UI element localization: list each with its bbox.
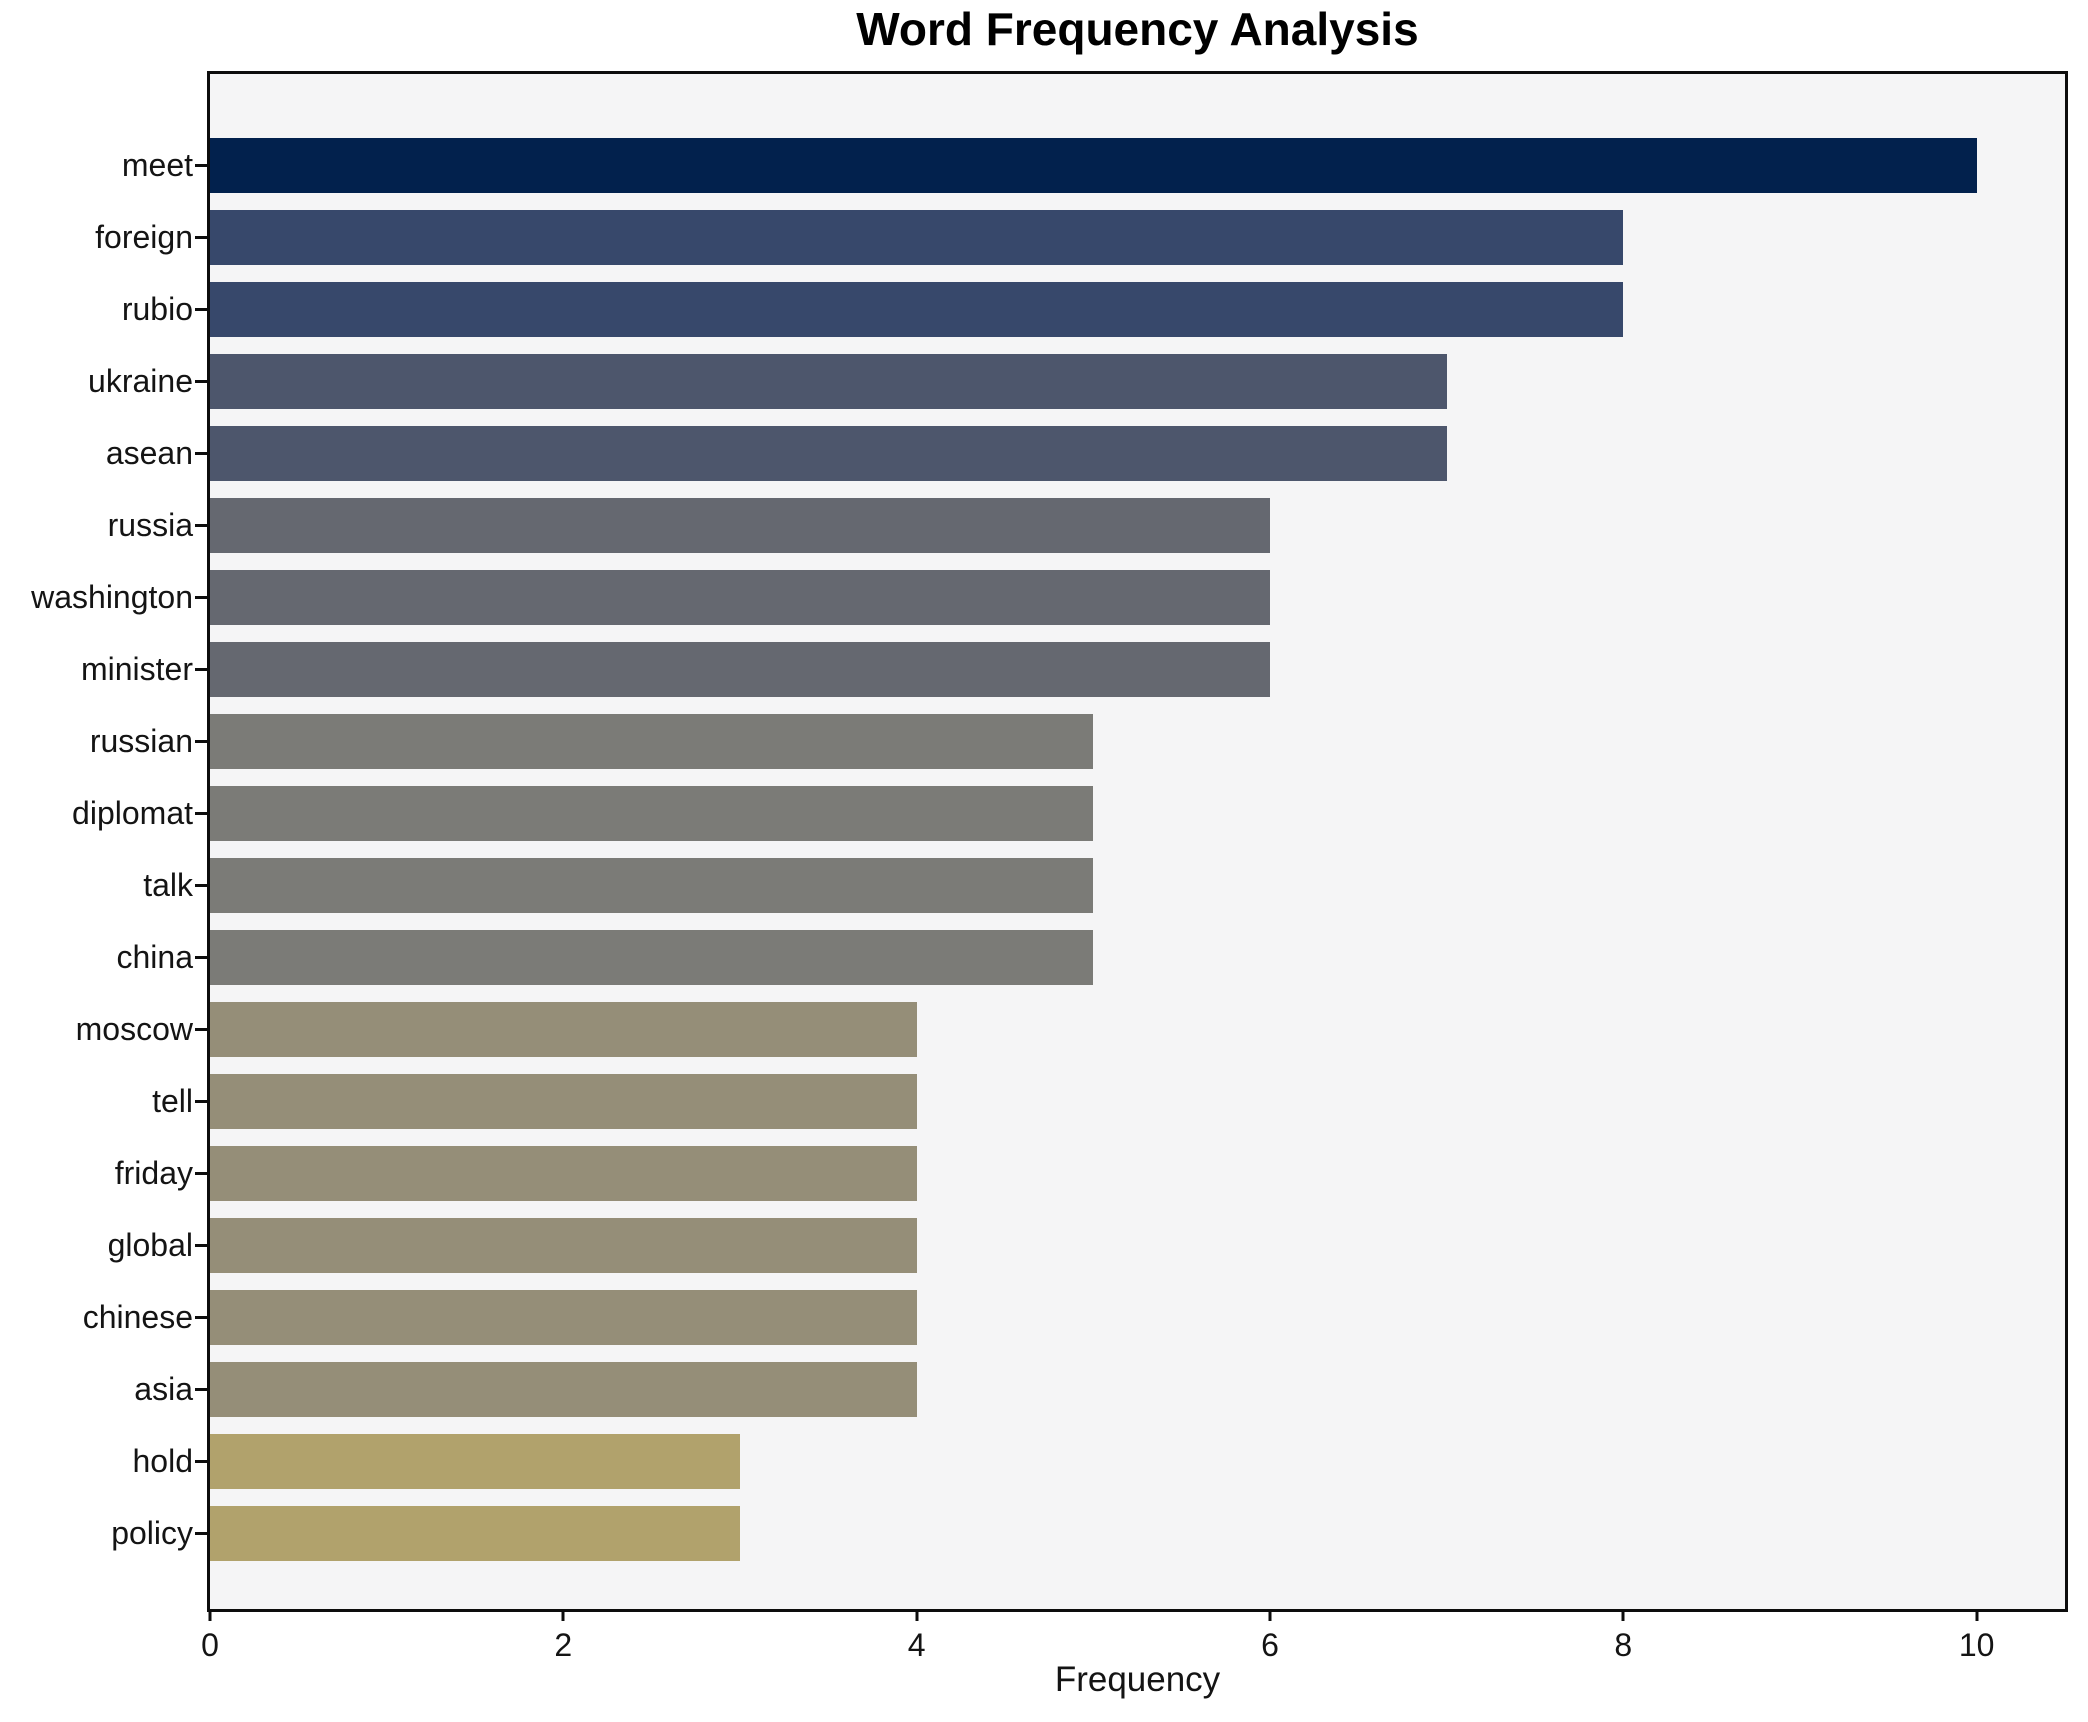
bar-russia [210, 498, 1270, 553]
bar-policy [210, 1506, 740, 1561]
y-tick-label: russian [89, 723, 193, 759]
y-tick-label: meet [121, 147, 193, 183]
bar-row: ukraine [88, 354, 2065, 409]
bar-moscow [210, 1002, 917, 1057]
y-tick-label: chinese [82, 1299, 193, 1335]
x-tick-mark [1975, 1609, 1979, 1621]
y-tick-mark [195, 739, 207, 743]
bar-rubio [210, 282, 1624, 337]
bar-friday [210, 1146, 917, 1201]
bar-tell [210, 1074, 917, 1129]
bar-row: rubio [122, 282, 2065, 337]
y-tick-label: diplomat [72, 795, 193, 831]
bar-china [210, 930, 1094, 985]
bar-asean [210, 426, 1447, 481]
bar-row: policy [111, 1506, 2065, 1561]
bar-row: diplomat [72, 786, 2065, 841]
y-tick-mark [195, 667, 207, 671]
y-tick-label: asean [105, 435, 193, 471]
y-tick-mark [195, 1099, 207, 1103]
y-tick-label: washington [31, 579, 193, 615]
y-tick-label: minister [80, 651, 193, 687]
x-tick-label: 0 [201, 1627, 219, 1663]
y-tick-mark [195, 235, 207, 239]
y-tick-mark [195, 1387, 207, 1391]
y-tick-label: tell [152, 1083, 193, 1119]
y-tick-label: ukraine [88, 363, 193, 399]
y-tick-mark [195, 811, 207, 815]
bar-row: foreign [95, 210, 2065, 265]
y-tick-mark [195, 163, 207, 167]
y-tick-label: moscow [75, 1011, 193, 1047]
x-tick-mark [561, 1609, 565, 1621]
bar-row: talk [143, 858, 2065, 913]
x-tick-label: 6 [1261, 1627, 1279, 1663]
x-tick-mark [1268, 1609, 1272, 1621]
y-tick-mark [195, 307, 207, 311]
y-tick-label: rubio [121, 291, 193, 327]
bar-washington [210, 570, 1270, 625]
x-tick-label: 10 [1958, 1627, 1995, 1663]
bar-ukraine [210, 354, 1447, 409]
y-tick-label: asia [134, 1371, 193, 1407]
x-tick-mark [915, 1609, 919, 1621]
y-tick-label: foreign [95, 219, 193, 255]
y-tick-mark [195, 379, 207, 383]
bar-row: moscow [76, 1002, 2065, 1057]
y-tick-mark [195, 883, 207, 887]
bar-row: china [117, 930, 2065, 985]
y-tick-label: china [116, 939, 194, 975]
bar-row: russian [90, 714, 2065, 769]
y-tick-label: hold [132, 1443, 194, 1479]
bar-chinese [210, 1290, 917, 1345]
x-tick-mark [208, 1609, 212, 1621]
y-tick-mark [195, 451, 207, 455]
bar-diplomat [210, 786, 1094, 841]
bar-row: friday [115, 1146, 2065, 1201]
bar-row: global [108, 1218, 2065, 1273]
y-tick-mark [195, 1531, 207, 1535]
y-tick-mark [195, 523, 207, 527]
y-tick-mark [195, 595, 207, 599]
bar-row: asean [106, 426, 2065, 481]
y-tick-mark [195, 1459, 207, 1463]
bar-hold [210, 1434, 740, 1489]
chart-title: Word Frequency Analysis [856, 3, 1419, 55]
y-tick-label: russia [107, 507, 193, 543]
x-tick-label: 8 [1614, 1627, 1633, 1663]
bar-foreign [210, 210, 1624, 265]
y-tick-label: global [107, 1227, 193, 1263]
bar-row: chinese [83, 1290, 2065, 1345]
y-tick-mark [195, 1315, 207, 1319]
y-tick-label: friday [114, 1155, 193, 1191]
bar-row: asia [134, 1362, 2065, 1417]
bar-row: tell [152, 1074, 2065, 1129]
bar-row: meet [122, 138, 2065, 193]
bar-minister [210, 642, 1270, 697]
y-tick-mark [195, 955, 207, 959]
bar-talk [210, 858, 1094, 913]
y-tick-label: talk [143, 867, 193, 903]
bars-container: meet foreign rubio ukraine asean russia washin… [31, 74, 2065, 1609]
y-tick-label: policy [111, 1515, 193, 1551]
bar-russian [210, 714, 1094, 769]
bar-row: hold [133, 1434, 2065, 1489]
bar-row: minister [81, 642, 2065, 697]
y-tick-mark [195, 1171, 207, 1175]
plot-area: meet foreign rubio ukraine asean russia washin… [31, 71, 2068, 1663]
bar-asia [210, 1362, 917, 1417]
bar-row: washington [31, 570, 2065, 625]
x-tick-label: 2 [554, 1627, 573, 1663]
bar-global [210, 1218, 917, 1273]
bar-meet [210, 138, 1977, 193]
x-axis-label: Frequency [1054, 1660, 1221, 1699]
y-tick-mark [195, 1027, 207, 1031]
bar-row: russia [108, 498, 2065, 553]
x-tick-label: 4 [907, 1627, 926, 1663]
x-tick-mark [1621, 1609, 1625, 1621]
y-tick-mark [195, 1243, 207, 1247]
